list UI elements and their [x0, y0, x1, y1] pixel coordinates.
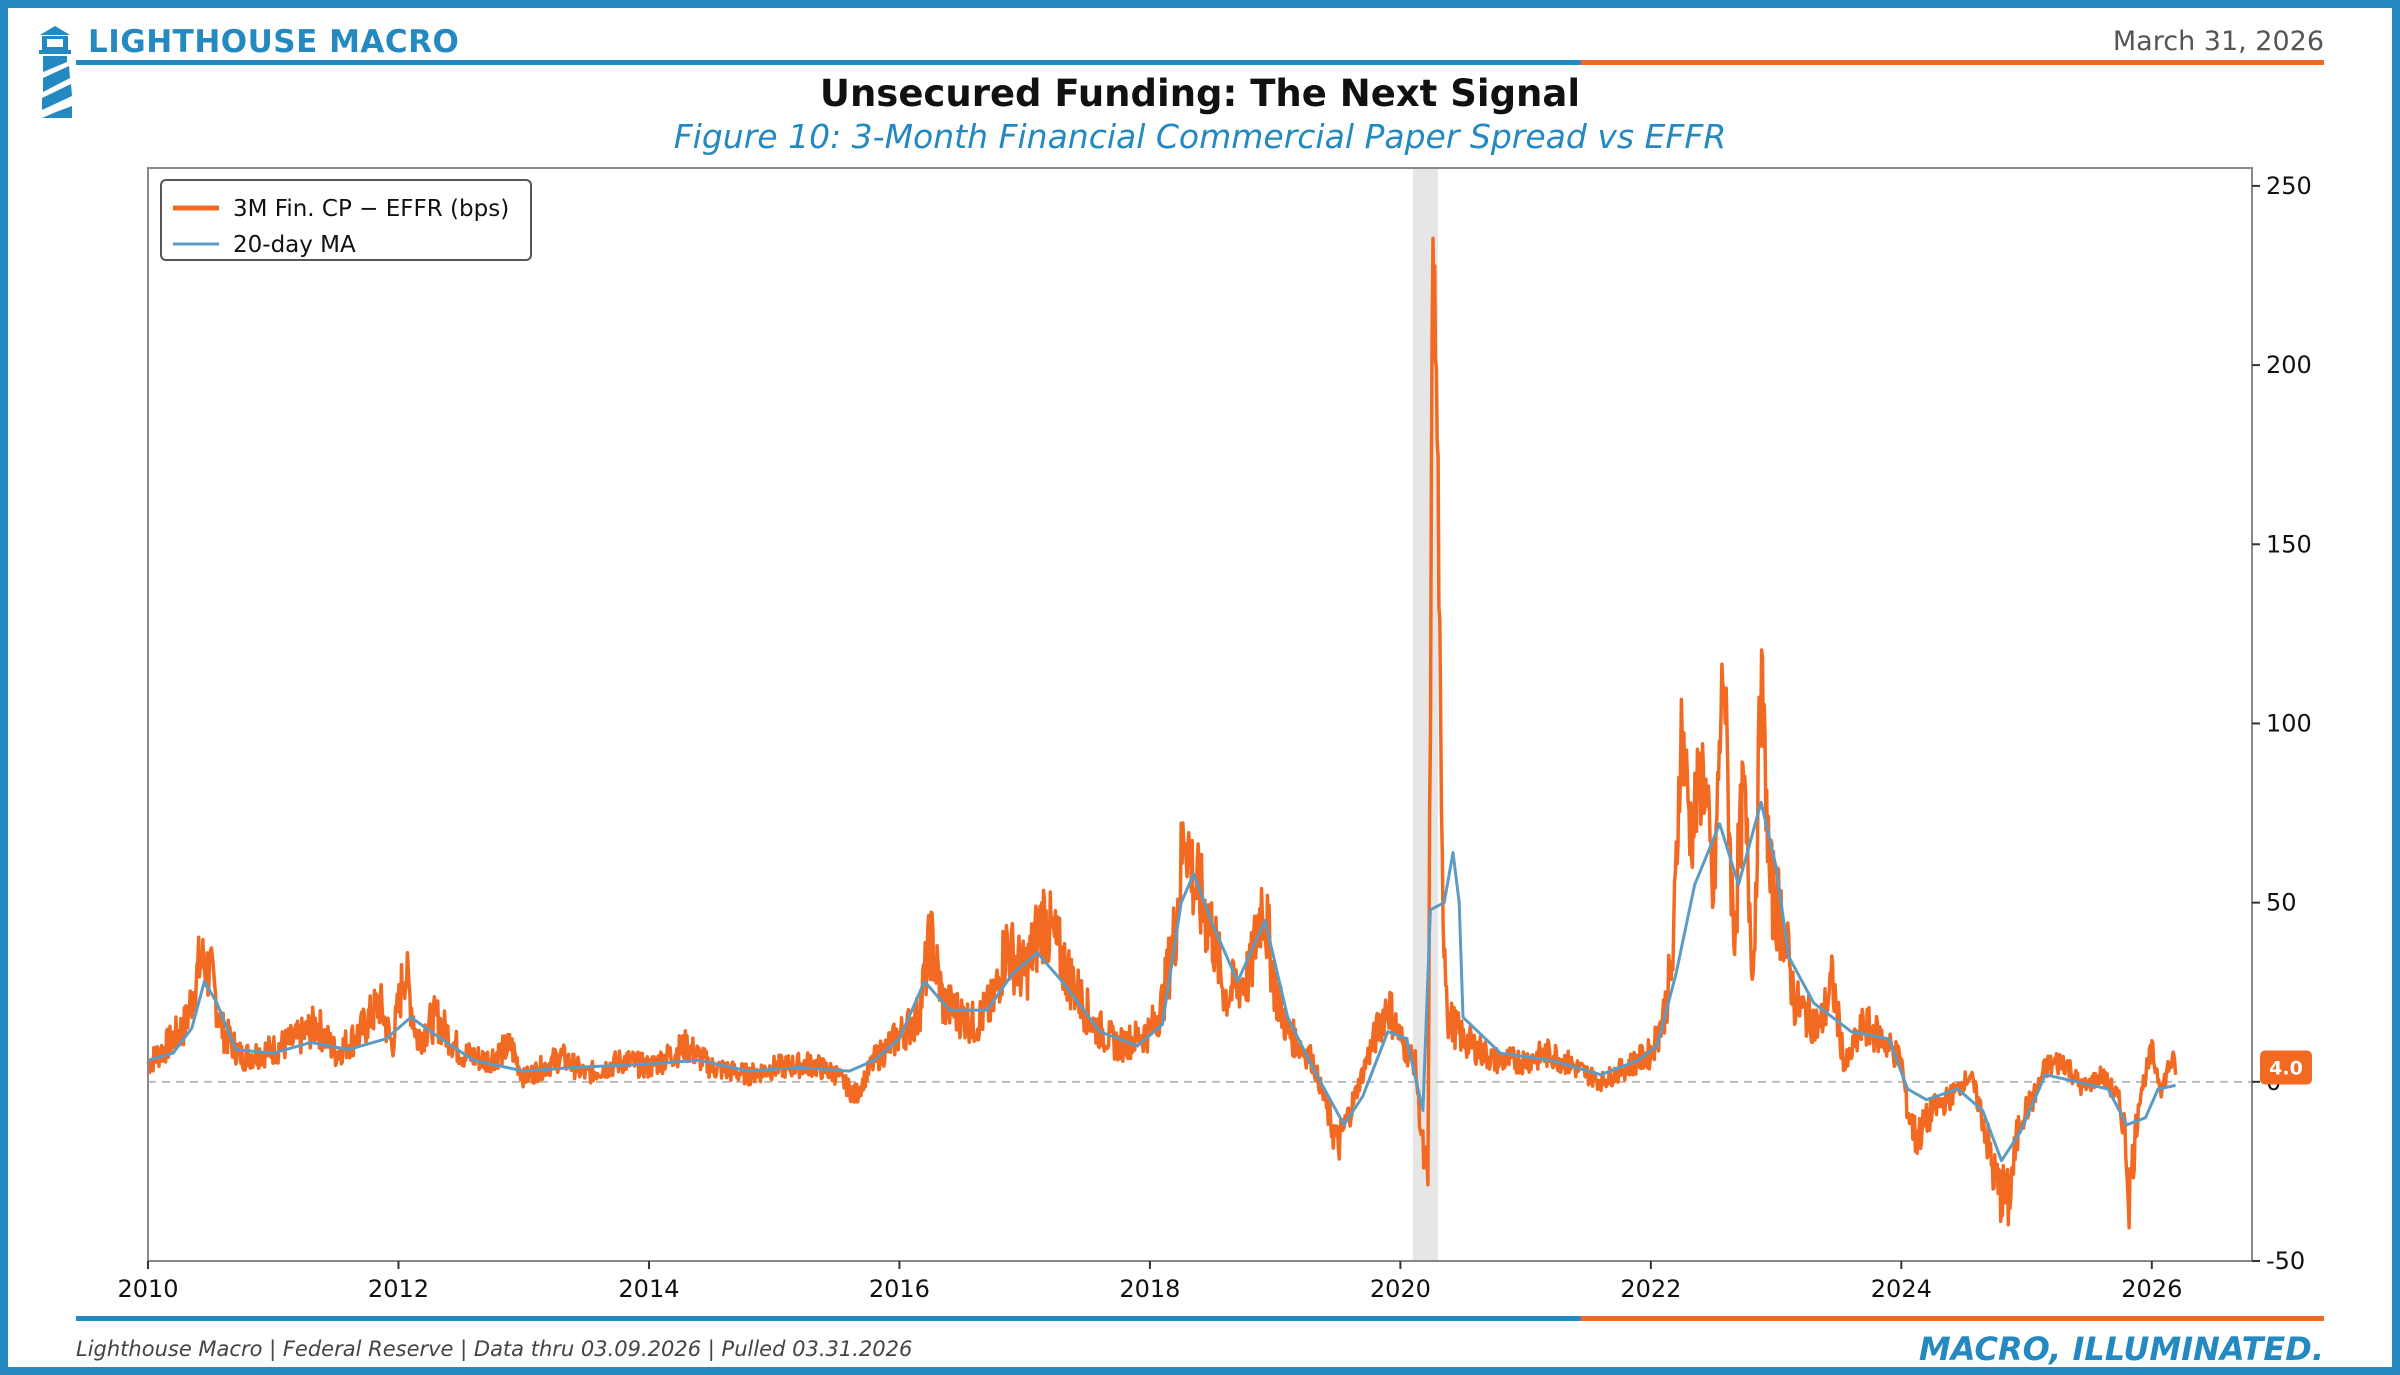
legend-box — [160, 179, 532, 261]
legend-label: 20-day MA — [233, 232, 356, 258]
x-tick-label: 2010 — [117, 1275, 178, 1303]
x-tick-label: 2026 — [2121, 1275, 2182, 1303]
x-tick-label: 2024 — [1871, 1275, 1932, 1303]
y-tick-label: 100 — [2266, 709, 2312, 737]
tagline: MACRO, ILLUMINATED. — [1918, 1330, 2324, 1368]
chart-title: Unsecured Funding: The Next Signal — [819, 72, 1581, 115]
x-tick-label: 2022 — [1620, 1275, 1681, 1303]
x-tick-label: 2014 — [618, 1275, 679, 1303]
lighthouse-logo-icon — [39, 26, 72, 118]
chart-subtitle: Figure 10: 3-Month Financial Commercial … — [673, 117, 1727, 156]
x-tick-label: 2012 — [368, 1275, 429, 1303]
plot-area — [147, 167, 2253, 1262]
footer-rule-blue — [76, 1316, 1581, 1321]
x-tick-label: 2020 — [1370, 1275, 1431, 1303]
source-note: Lighthouse Macro | Federal Reserve | Dat… — [76, 1337, 913, 1361]
series-line-20day-ma — [147, 800, 2176, 1163]
last-value-badge — [2260, 1050, 2312, 1085]
series-line-cp-spread — [146, 236, 2178, 1230]
x-tick-label: 2016 — [869, 1275, 930, 1303]
header-rule-blue — [76, 60, 1581, 65]
last-value-label: 4.0 — [2269, 1057, 2303, 1079]
header-rule-orange — [1581, 60, 2324, 65]
footer-rule-orange — [1581, 1316, 2324, 1321]
y-tick-label: 200 — [2266, 351, 2312, 379]
x-tick-label: 2018 — [1119, 1275, 1180, 1303]
y-tick-label: 250 — [2266, 172, 2312, 200]
y-tick-label: 150 — [2266, 530, 2312, 558]
report-date: March 31, 2026 — [2112, 26, 2324, 57]
y-tick-label: 50 — [2266, 889, 2297, 917]
y-tick-label: -50 — [2266, 1247, 2305, 1275]
brand-name: LIGHTHOUSE MACRO — [88, 24, 460, 60]
legend-label: 3M Fin. CP − EFFR (bps) — [233, 196, 509, 222]
